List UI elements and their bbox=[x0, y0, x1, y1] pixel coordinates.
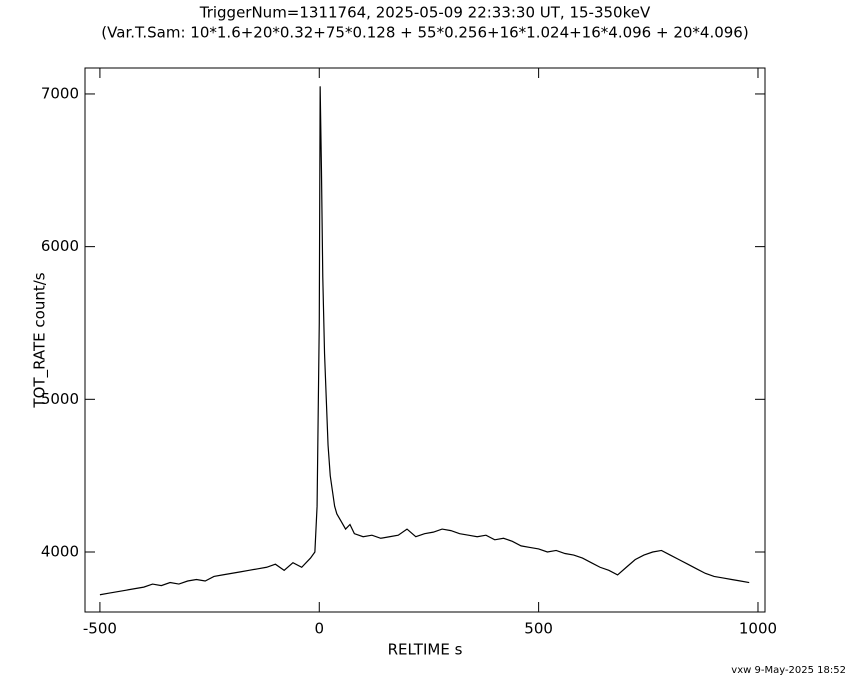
footer: vxw 9-May-2025 18:52 bbox=[731, 665, 846, 676]
chart-subtitle: (Var.T.Sam: 10*1.6+20*0.32+75*0.128 + 55… bbox=[101, 24, 748, 42]
y-tick-label: 6000 bbox=[41, 237, 79, 255]
chart-title: TriggerNum=1311764, 2025-05-09 22:33:30 … bbox=[199, 4, 651, 22]
light-curve bbox=[99, 86, 750, 596]
y-tick-label: 5000 bbox=[41, 390, 79, 408]
x-tick-label: 500 bbox=[524, 620, 553, 638]
plot-frame bbox=[84, 67, 766, 613]
x-tick-label: 0 bbox=[314, 620, 324, 638]
x-axis-label: RELTIME s bbox=[388, 641, 463, 659]
y-axis-label: TOT_RATE count/s bbox=[31, 272, 50, 408]
x-tick-label: 1000 bbox=[739, 620, 777, 638]
y-tick-label: 4000 bbox=[41, 542, 79, 560]
y-tick-label: 7000 bbox=[41, 84, 79, 102]
x-tick-label: -500 bbox=[83, 620, 117, 638]
